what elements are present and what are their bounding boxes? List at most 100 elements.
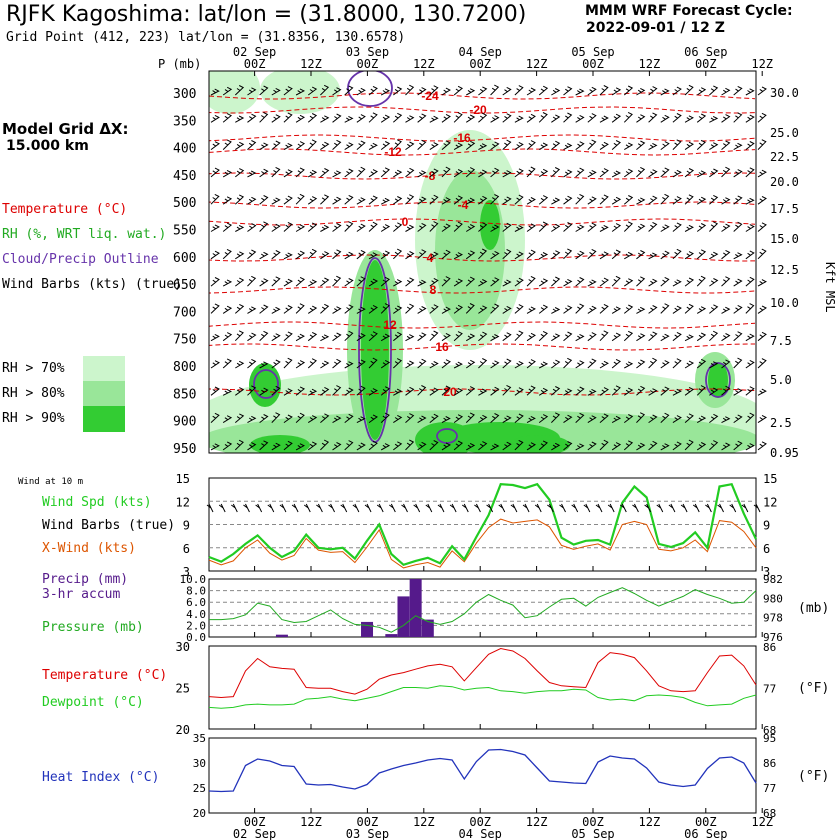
wind-barb [672, 222, 682, 232]
wind-barb [295, 114, 306, 123]
wind-barb [526, 249, 536, 260]
wind-barb [283, 278, 293, 287]
wind-barb [356, 416, 366, 424]
wind-barb [429, 330, 439, 342]
pressure-tick-label: 650 [173, 278, 196, 293]
wind-barb [380, 443, 391, 451]
temperature-contour-label: -16 [453, 131, 471, 145]
wind-barb [344, 330, 354, 342]
wind-barb [429, 194, 439, 205]
wind-barb [368, 357, 378, 369]
wind-barb [672, 113, 682, 123]
wind-barb [538, 195, 549, 205]
wind-barb [393, 196, 403, 205]
surface-wind-barb [486, 503, 494, 513]
temperature-contour-label: 4 [427, 251, 434, 265]
wind-barb [696, 139, 706, 150]
wind-barb [733, 440, 743, 451]
wind-barb [368, 142, 378, 151]
dewpoint-line [208, 685, 757, 709]
wind-barb [222, 441, 233, 451]
forecast-cycle-value: 2022-09-01 / 12 Z [586, 20, 725, 36]
temperature-contour-label: 8 [430, 283, 437, 297]
wind-barb [757, 196, 767, 205]
wind-barb [283, 142, 293, 151]
wind-barb [222, 279, 233, 287]
precip-tick: 2.0 [186, 619, 206, 632]
wind-barb [247, 87, 257, 96]
wind-barb [757, 112, 767, 123]
wind-barb [563, 222, 573, 232]
wind-barb [441, 140, 451, 150]
wind-barb [696, 223, 707, 232]
heat-tick-c: 20 [193, 807, 206, 820]
wind-barb [332, 196, 342, 205]
top-time-tick: 12Z [639, 57, 661, 71]
wind-barb [344, 278, 354, 287]
wind-barb [660, 303, 670, 314]
wind-barb [514, 168, 524, 178]
pressure-tick: 978 [763, 612, 783, 625]
legend-precip: Precip (mm) [42, 572, 128, 587]
wind-barb [259, 85, 269, 96]
wind-barb [648, 414, 658, 424]
wind-barb [380, 303, 390, 314]
wind-barb [222, 358, 232, 369]
wind-barb [526, 275, 536, 287]
wind-barb [587, 332, 597, 342]
wind-barb [295, 276, 306, 287]
wind-barb [721, 333, 731, 342]
wind-barb [259, 304, 269, 314]
wind-barb [636, 359, 646, 369]
surface-wind-barb [717, 503, 724, 513]
wind-barb [380, 141, 391, 150]
wind-barb [283, 86, 293, 96]
wind-barb [222, 113, 233, 123]
wind-barb [623, 440, 634, 451]
wind-barb [368, 278, 379, 287]
wind-barb [623, 195, 634, 205]
wind-barb [247, 249, 257, 260]
legend-rh70-swatch [83, 356, 125, 381]
kft-tick-label: 2.5 [770, 416, 792, 430]
wind-barb [271, 197, 281, 205]
wind-barb [502, 305, 512, 314]
precip-tick: 4.0 [186, 608, 206, 621]
wind-barb [405, 84, 415, 96]
bottom-time-tick: 00Z [357, 815, 379, 829]
wind-barb [709, 251, 719, 260]
precip-bar [361, 621, 374, 637]
pressure-tick-label: 550 [173, 224, 196, 239]
wind-barb [575, 443, 585, 451]
wind-barb [624, 251, 634, 260]
wind-tick-left: 15 [176, 472, 190, 486]
page-title: RJFK Kagoshima: lat/lon = (31.8000, 130.… [6, 2, 527, 27]
wind-barb [247, 196, 257, 205]
wind-barb [210, 88, 220, 96]
wind-barb [259, 414, 269, 423]
wind-barb [417, 113, 427, 123]
wind-barb [514, 115, 524, 123]
wind-barb [696, 415, 707, 424]
wind-barb [757, 86, 767, 96]
wind-barb [283, 414, 293, 424]
wind-barb [636, 385, 646, 396]
surface-wind-barb [389, 503, 396, 513]
wind-barb [696, 196, 707, 205]
wind-barb [478, 195, 488, 205]
wind-barb [453, 142, 464, 151]
wind-barb [623, 85, 634, 96]
wind-barb [344, 85, 354, 96]
wind-barb [271, 333, 281, 342]
wind-barb [684, 168, 695, 178]
wind-barb [648, 169, 658, 178]
wind-barb [405, 194, 415, 205]
legend-rh70-label: RH > 70% [2, 361, 65, 376]
wind-barb [709, 85, 719, 96]
wind-barb [563, 388, 573, 396]
wind-barb [563, 169, 573, 178]
wind-barb [332, 223, 342, 232]
wind-tick-right: 15 [763, 472, 777, 486]
wind-barb [320, 386, 330, 396]
wind-barb [757, 441, 767, 451]
